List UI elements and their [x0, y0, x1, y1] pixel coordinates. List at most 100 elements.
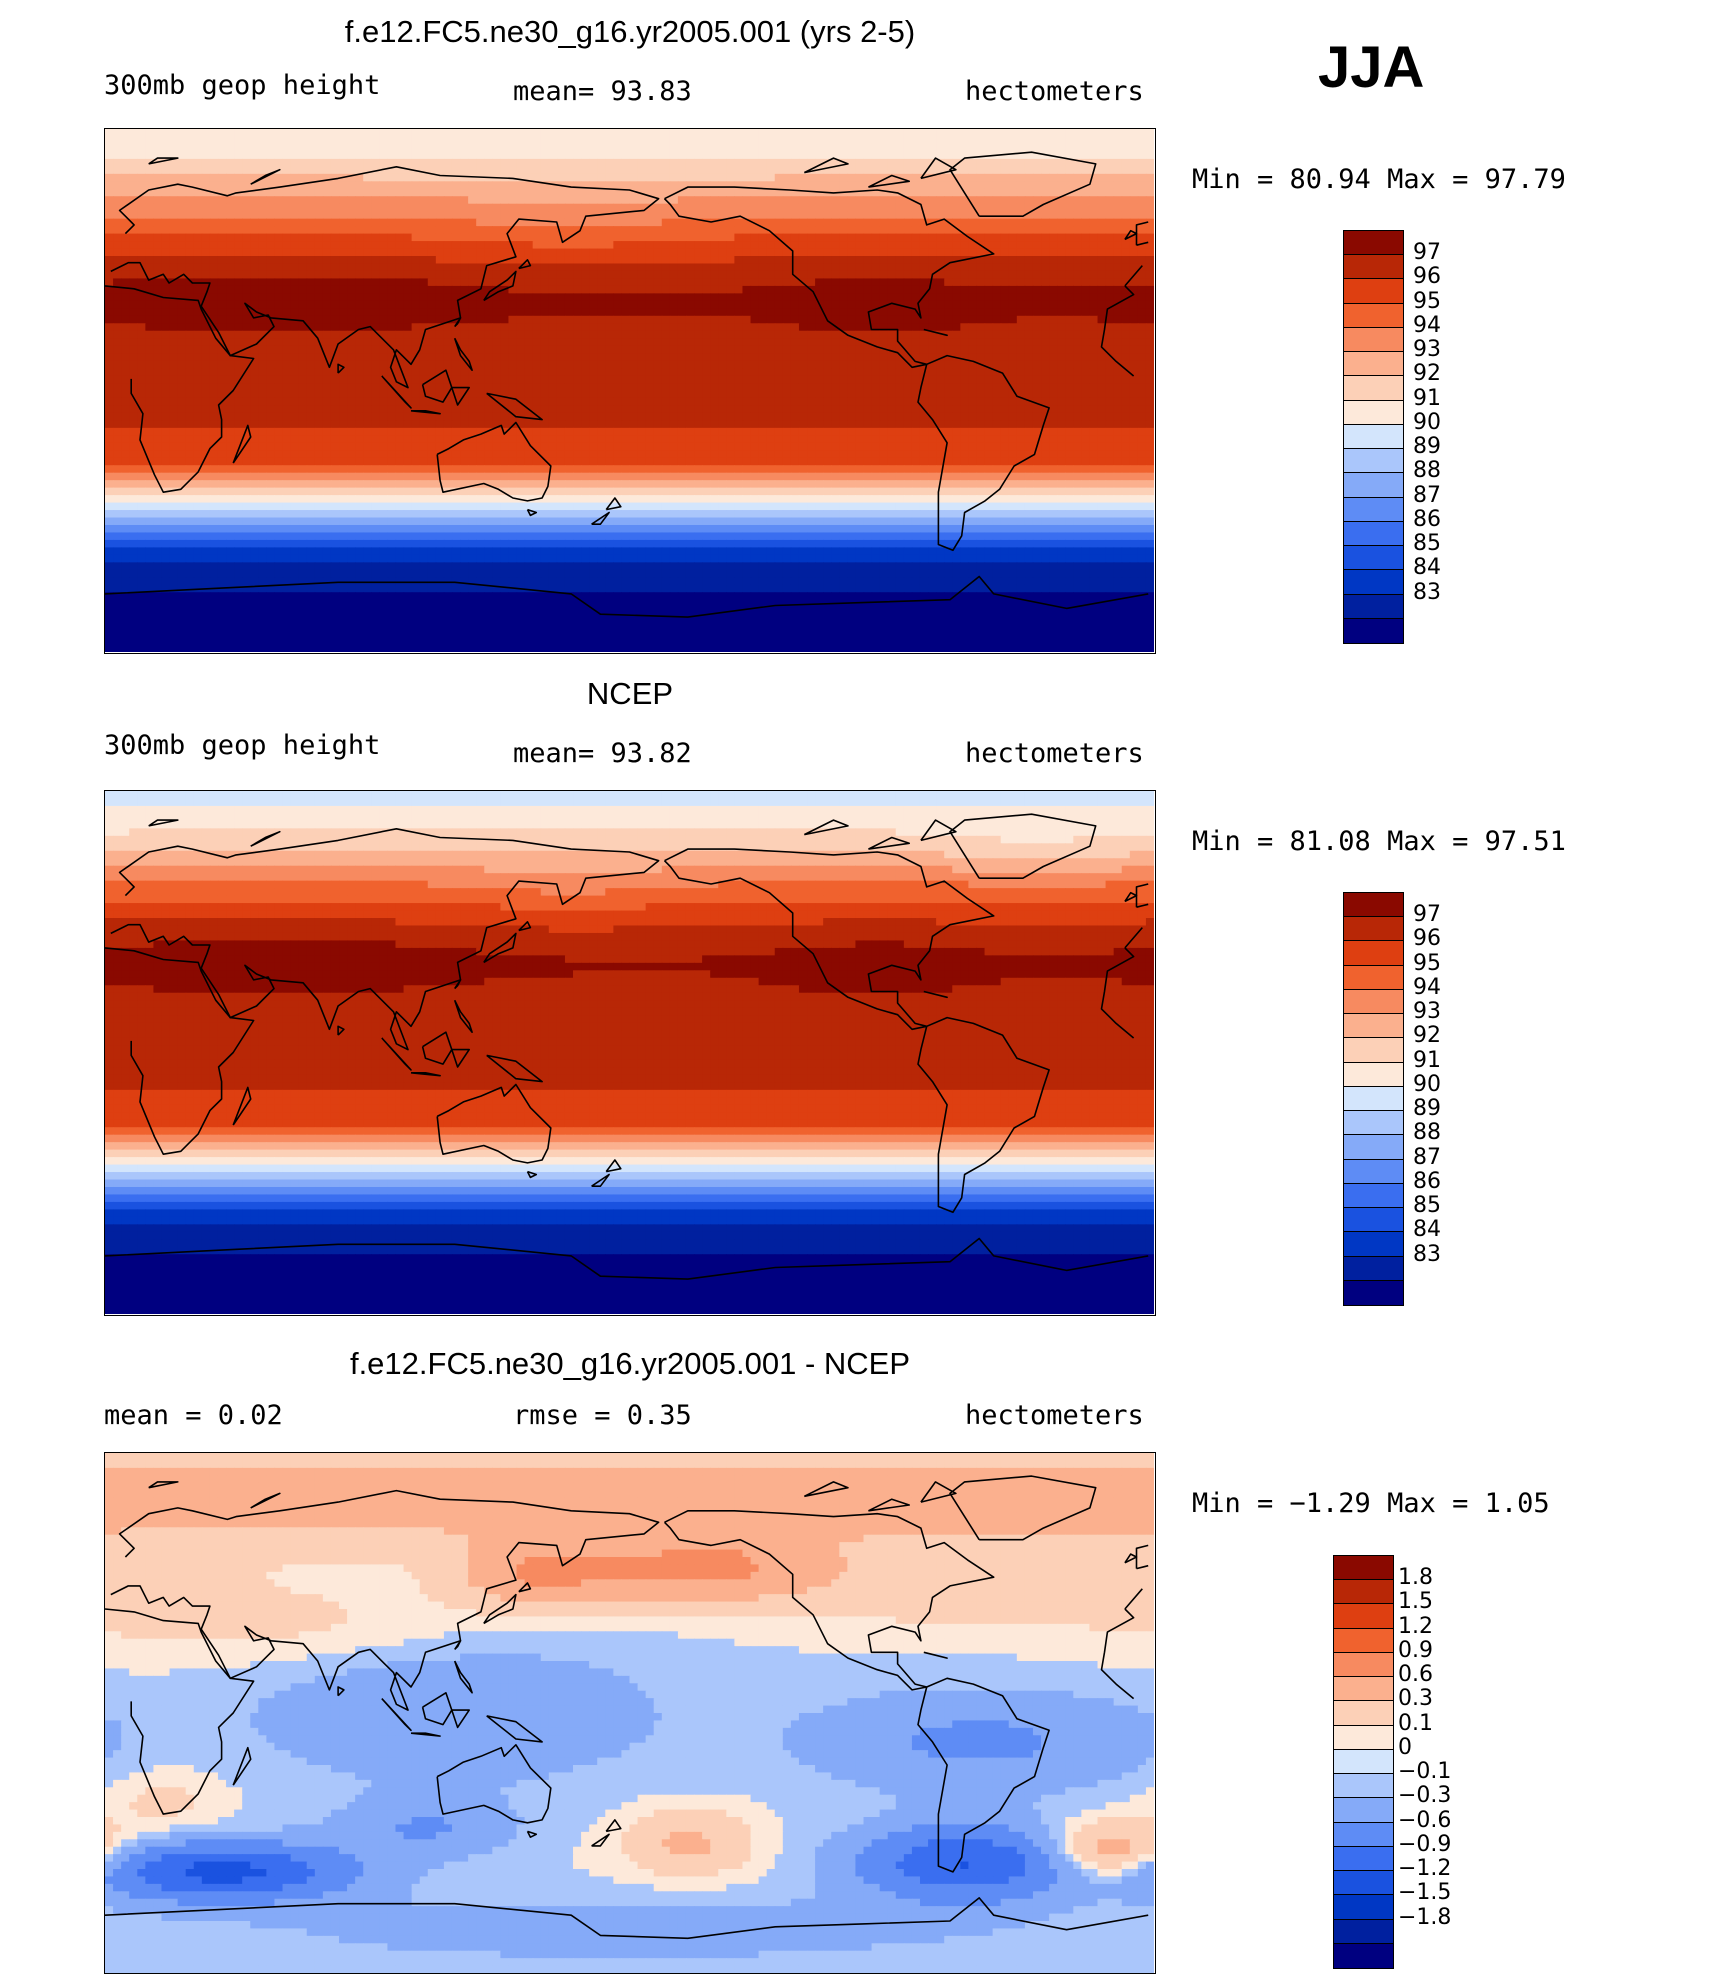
- field-cell: [105, 397, 114, 407]
- field-cell: [879, 323, 889, 332]
- field-cell: [669, 360, 679, 369]
- field-cell: [387, 143, 397, 153]
- field-cell: [492, 368, 501, 377]
- field-cell: [379, 323, 389, 332]
- field-cell: [508, 353, 518, 362]
- field-cell: [137, 390, 146, 399]
- field-cell: [226, 278, 235, 287]
- field-cell: [742, 188, 752, 197]
- field-cell: [685, 338, 695, 347]
- field-cell: [330, 323, 340, 332]
- field-cell: [379, 226, 389, 235]
- field-cell: [758, 270, 768, 280]
- field-cell: [1008, 383, 1018, 392]
- field-cell: [685, 166, 695, 175]
- field-cell: [516, 360, 526, 369]
- field-cell: [290, 203, 300, 212]
- field-cell: [185, 368, 195, 377]
- field-cell: [831, 211, 840, 220]
- field-cell: [468, 300, 477, 309]
- field-cell: [887, 233, 897, 242]
- field-cell: [468, 256, 477, 265]
- field-cell: [443, 188, 453, 197]
- field-cell: [282, 158, 292, 167]
- field-cell: [742, 345, 752, 354]
- field-cell: [815, 188, 824, 197]
- field-cell: [145, 360, 155, 369]
- field-cell: [451, 412, 461, 421]
- field-cell: [863, 375, 873, 384]
- field-cell: [1129, 166, 1139, 175]
- field-cell: [710, 293, 719, 302]
- field-cell: [774, 300, 784, 309]
- field-cell: [726, 345, 735, 354]
- field-cell: [177, 353, 187, 362]
- field-cell: [161, 203, 171, 212]
- field-cell: [1008, 308, 1018, 317]
- field-cell: [1097, 308, 1107, 317]
- field-cell: [944, 263, 953, 272]
- field-cell: [484, 353, 493, 362]
- field-cell: [451, 368, 461, 377]
- field-cell: [573, 203, 582, 212]
- field-cell: [403, 353, 413, 362]
- field-cell: [911, 256, 921, 265]
- field-cell: [960, 196, 970, 205]
- field-cell: [847, 226, 857, 235]
- field-cell: [766, 368, 776, 377]
- field-cell: [427, 226, 437, 235]
- field-cell: [1041, 166, 1050, 175]
- field-cell: [290, 375, 300, 384]
- field-cell: [895, 308, 905, 317]
- field-cell: [629, 173, 639, 182]
- field-cell: [145, 233, 155, 242]
- field-cell: [944, 285, 953, 294]
- field-cell: [798, 256, 808, 265]
- field-cell: [742, 323, 752, 332]
- field-cell: [807, 143, 816, 153]
- field-cell: [540, 315, 550, 324]
- field-cell: [266, 293, 276, 302]
- field-cell: [460, 368, 469, 377]
- field-cell: [702, 285, 711, 294]
- field-cell: [734, 151, 744, 160]
- field-cell: [815, 338, 824, 347]
- field-cell: [121, 143, 130, 153]
- field-cell: [290, 248, 300, 257]
- field-cell: [330, 241, 340, 250]
- field-cell: [742, 315, 752, 324]
- field-cell: [782, 188, 792, 197]
- field-cell: [201, 188, 211, 197]
- field-cell: [1041, 345, 1050, 354]
- field-cell: [645, 166, 655, 175]
- field-cell: [790, 397, 800, 407]
- field-cell: [645, 368, 655, 377]
- field-cell: [573, 136, 582, 145]
- field-cell: [734, 375, 744, 384]
- field-cell: [581, 129, 590, 138]
- field-cell: [145, 166, 155, 175]
- field-cell: [798, 270, 808, 280]
- field-cell: [976, 263, 986, 272]
- field-cell: [121, 308, 130, 317]
- field-cell: [815, 218, 824, 227]
- field-cell: [330, 181, 340, 190]
- field-cell: [185, 151, 195, 160]
- field-cell: [355, 151, 364, 160]
- field-cell: [177, 151, 187, 160]
- field-cell: [137, 166, 146, 175]
- field-cell: [468, 188, 477, 197]
- field-cell: [1016, 203, 1026, 212]
- field-cell: [1057, 143, 1066, 153]
- field-cell: [476, 323, 485, 332]
- field-cell: [871, 263, 881, 272]
- field-cell: [774, 241, 784, 250]
- field-cell: [637, 383, 647, 392]
- field-cell: [387, 412, 397, 421]
- field-cell: [282, 375, 292, 384]
- field-cell: [355, 241, 364, 250]
- field-cell: [855, 390, 865, 399]
- field-cell: [968, 218, 978, 227]
- field-cell: [645, 300, 655, 309]
- field-cell: [508, 360, 518, 369]
